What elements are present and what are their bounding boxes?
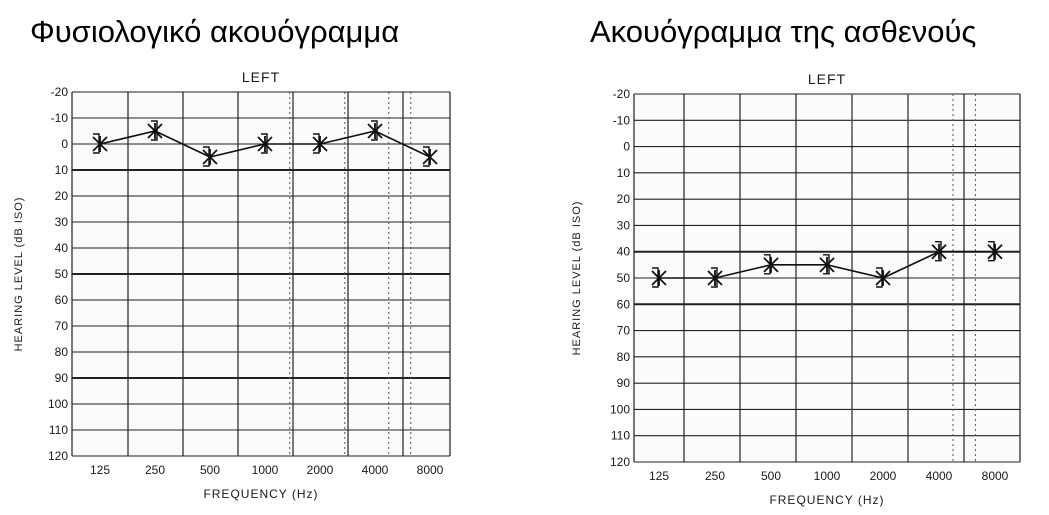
normal-air-conduction-marker — [92, 136, 108, 152]
normal-y-tick-label: 60 — [55, 293, 69, 307]
patient-bone-conduction-marker — [711, 267, 718, 288]
normal-x-tick-label: 250 — [145, 463, 165, 477]
normal-y-tick-label: 20 — [55, 189, 69, 203]
patient-x-tick-label: 1000 — [814, 469, 841, 483]
patient-bone-conduction-marker — [876, 267, 883, 288]
patient-x-tick-label: 250 — [705, 469, 725, 483]
patient-x-tick-label: 4000 — [926, 469, 953, 483]
patient-y-tick-label: -20 — [613, 87, 631, 101]
patient-y-tick-label: 0 — [623, 140, 630, 154]
patient-air-conduction-marker — [819, 256, 835, 273]
normal-bone-conduction-marker — [93, 133, 100, 154]
normal-y-tick-label: 120 — [48, 449, 68, 463]
audiogram-patient: LEFT -20 -10 0 10 20 30 40 50 60 70 80 90 100 110 120 12… — [560, 54, 1049, 510]
normal-y-tick-label: 0 — [61, 137, 68, 151]
normal-x-axis-label: FREQUENCY (Hz) — [203, 487, 318, 501]
normal-y-tick-label: 50 — [55, 267, 69, 281]
normal-air-conduction-marker — [257, 136, 273, 152]
normal-air-conduction-marker — [312, 136, 328, 152]
normal-y-tick-label: 70 — [55, 319, 69, 333]
normal-air-conduction-marker — [422, 149, 438, 165]
normal-x-tick-label: 2000 — [307, 463, 334, 477]
patient-y-tick-label: 90 — [617, 376, 631, 390]
normal-bone-conduction-marker — [151, 120, 158, 141]
normal-y-tick-label: 40 — [55, 241, 69, 255]
patient-y-tick-label: 110 — [611, 429, 630, 443]
patient-air-conduction-marker — [987, 243, 1003, 260]
patient-air-conduction-marker — [651, 270, 667, 286]
audiogram-patient-svg: LEFT -20 -10 0 10 20 30 40 50 60 70 80 90 100 110 120 12… — [571, 71, 1022, 507]
patient-air-conduction-marker — [763, 256, 779, 273]
patient-x-tick-label: 125 — [649, 469, 669, 483]
panel-left-heading: Φυσιολογικό ακουόγραμμα — [30, 14, 400, 49]
patient-y-tick-label: 70 — [617, 324, 631, 338]
patient-air-conduction-marker — [931, 243, 947, 260]
audiogram-normal-svg: LEFT -20 -10 0 10 20 30 40 50 60 70 80 90 100 110 120 12… — [13, 69, 452, 501]
patient-air-conduction-marker — [707, 270, 723, 286]
patient-y-tick-label: 40 — [617, 245, 631, 259]
patient-y-tick-label: 120 — [610, 455, 630, 469]
patient-y-tick-label: 50 — [617, 271, 631, 285]
patient-y-tick-label: -10 — [613, 113, 631, 127]
patient-y-tick-label: 60 — [617, 297, 631, 311]
normal-bone-conduction-marker — [371, 120, 378, 141]
normal-x-tick-label: 8000 — [417, 463, 444, 477]
normal-air-conduction-marker — [367, 123, 383, 139]
normal-y-axis-label: HEARING LEVEL (dB ISO) — [13, 197, 25, 352]
normal-y-tick-label: 90 — [55, 371, 69, 385]
normal-y-tick-label: 10 — [55, 163, 69, 177]
patient-x-tick-label: 500 — [761, 469, 781, 483]
patient-y-tick-label: 20 — [617, 192, 631, 206]
normal-bone-conduction-marker — [261, 133, 268, 154]
normal-y-tick-label: -10 — [51, 111, 69, 125]
patient-bone-conduction-marker — [988, 241, 995, 262]
audiogram-normal: LEFT -20 -10 0 10 20 30 40 50 60 70 80 90 100 110 120 12… — [0, 54, 525, 510]
patient-x-tick-label: 2000 — [870, 469, 897, 483]
normal-x-tick-label: 500 — [200, 463, 220, 477]
normal-bone-conduction-marker — [203, 146, 210, 167]
patient-bone-conduction-marker — [823, 254, 830, 275]
normal-y-tick-label: 30 — [55, 215, 69, 229]
normal-y-tick-label: 100 — [48, 397, 68, 411]
normal-chart-title: LEFT — [242, 69, 280, 85]
patient-y-tick-label: 100 — [610, 402, 630, 416]
normal-y-tick-label: 80 — [55, 345, 69, 359]
patient-y-tick-label: 80 — [617, 350, 631, 364]
normal-air-conduction-marker — [147, 123, 163, 139]
normal-air-conduction-marker — [202, 149, 218, 165]
normal-x-tick-label: 1000 — [252, 463, 279, 477]
normal-bone-conduction-marker — [423, 146, 430, 167]
normal-x-tick-label: 125 — [90, 463, 110, 477]
patient-chart-title: LEFT — [808, 71, 846, 87]
patient-y-axis-label: HEARING LEVEL (dB ISO) — [571, 201, 583, 356]
normal-y-tick-label: 110 — [49, 423, 68, 437]
patient-bone-conduction-marker — [652, 267, 659, 288]
patient-y-tick-label: 30 — [617, 218, 631, 232]
patient-x-axis-label: FREQUENCY (Hz) — [769, 493, 884, 507]
panel-right-heading: Ακουόγραμμα της ασθενούς — [590, 14, 977, 49]
patient-bone-conduction-marker — [935, 241, 942, 262]
patient-x-tick-label: 8000 — [982, 469, 1009, 483]
patient-y-tick-label: 10 — [617, 166, 631, 180]
normal-x-tick-label: 4000 — [362, 463, 389, 477]
patient-bone-conduction-marker — [764, 254, 771, 275]
normal-y-tick-label: -20 — [51, 85, 69, 99]
normal-bone-conduction-marker — [313, 133, 320, 154]
patient-air-conduction-marker — [875, 270, 891, 286]
